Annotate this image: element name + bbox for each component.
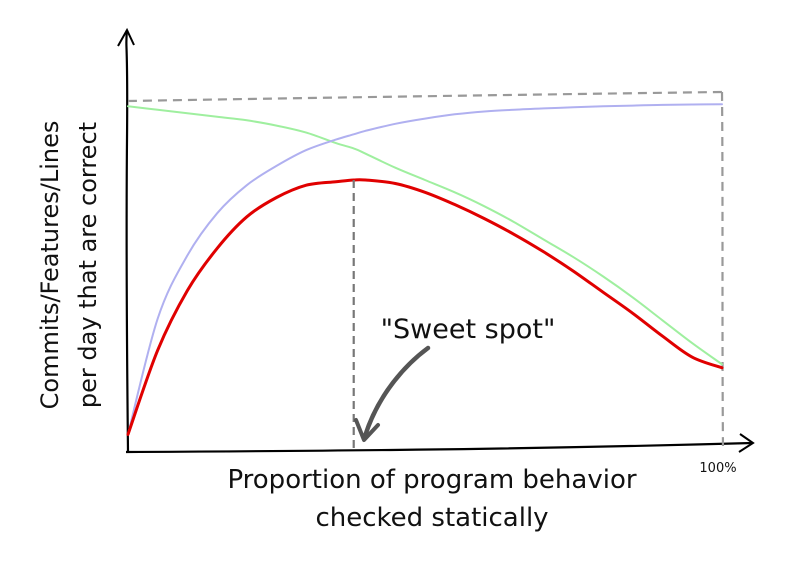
series-red-line: [126, 178, 724, 436]
series-green-line: [127, 105, 723, 366]
reference-top-dashed: [127, 90, 723, 103]
annotation-arrow: [362, 345, 431, 439]
x-axis-label-line2: checked statically: [315, 503, 548, 533]
x-axis-label-line1: Proportion of program behavior: [227, 465, 636, 495]
y-axis: [125, 29, 130, 453]
reference-right-dashed: [720, 91, 725, 451]
annotation-arrowhead: [354, 418, 380, 442]
series-blue-line: [127, 103, 723, 436]
y-axis-label-line2: per day that are correct: [74, 122, 102, 408]
annotation-label: "Sweet spot": [381, 314, 556, 345]
x-axis: [125, 441, 753, 454]
y-axis-arrow: [117, 27, 135, 47]
y-axis-label-line1: Commits/Features/Lines: [36, 121, 64, 410]
x-axis-arrow: [738, 433, 755, 453]
x-tick-label-100: 100%: [699, 461, 736, 476]
